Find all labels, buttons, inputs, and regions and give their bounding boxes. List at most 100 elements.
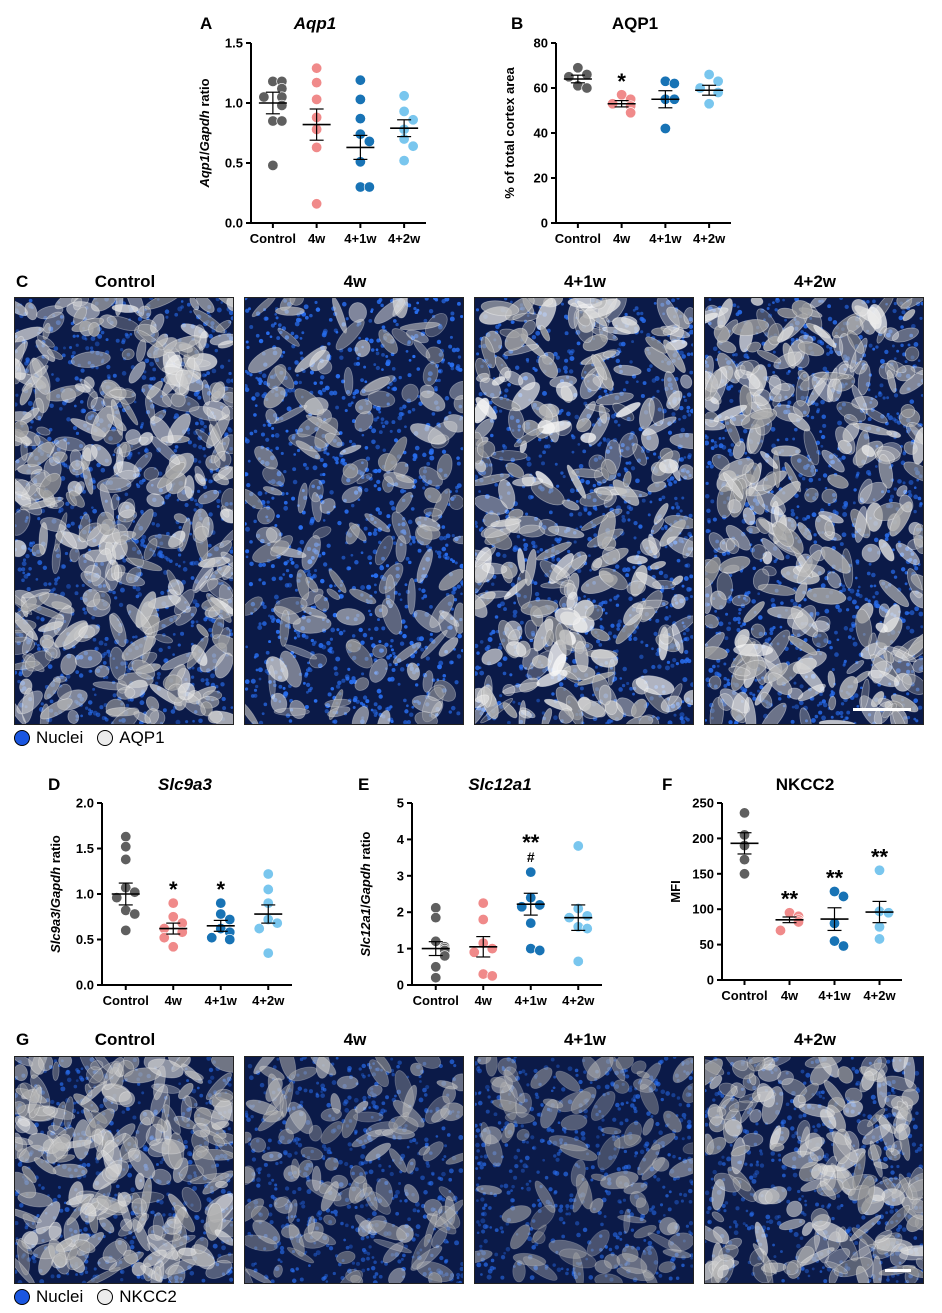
nucleus-speck bbox=[193, 430, 198, 436]
y-tick-label: 200 bbox=[692, 831, 714, 846]
tubule-shape bbox=[198, 489, 220, 505]
tubule-shape bbox=[164, 354, 183, 375]
nucleus-speck bbox=[532, 366, 536, 371]
tubule-shape bbox=[531, 654, 550, 669]
nucleus-speck bbox=[909, 628, 915, 634]
tubule-shape bbox=[104, 559, 120, 591]
nucleus-speck bbox=[388, 663, 392, 667]
nucleus-speck bbox=[85, 346, 90, 351]
nucleus-speck bbox=[264, 316, 269, 321]
nucleus-speck bbox=[54, 439, 60, 445]
tubule-shape bbox=[559, 579, 575, 596]
tubule-shape bbox=[354, 677, 370, 691]
nucleus-speck bbox=[51, 518, 57, 524]
nucleus-speck bbox=[360, 640, 365, 645]
nucleus-speck bbox=[104, 636, 109, 641]
tubule-shape bbox=[58, 523, 78, 548]
nucleus-speck bbox=[294, 334, 299, 340]
nucleus-speck bbox=[292, 434, 296, 438]
nucleus-speck bbox=[678, 417, 681, 421]
tubule-shape bbox=[27, 441, 55, 467]
nucleus-speck bbox=[388, 603, 393, 609]
nucleus-speck bbox=[385, 355, 389, 358]
nucleus-speck bbox=[653, 301, 657, 305]
nucleus-speck bbox=[445, 533, 451, 539]
nucleus-speck bbox=[401, 522, 406, 527]
tubule-shape bbox=[292, 615, 332, 634]
nucleus-speck bbox=[686, 331, 691, 337]
nucleus-speck bbox=[846, 608, 850, 612]
nucleus-speck bbox=[132, 585, 137, 590]
nucleus-speck bbox=[122, 558, 127, 563]
nucleus-speck bbox=[290, 331, 295, 336]
nucleus-speck bbox=[371, 439, 376, 445]
nucleus-speck bbox=[668, 481, 673, 487]
nucleus-speck bbox=[409, 712, 414, 717]
nucleus-speck bbox=[491, 629, 496, 635]
tubule-shape bbox=[265, 408, 278, 425]
tubule-shape bbox=[146, 380, 163, 400]
tubule-shape bbox=[15, 411, 32, 422]
nucleus-speck bbox=[288, 719, 293, 723]
nucleus-speck bbox=[431, 314, 436, 319]
nucleus-speck bbox=[685, 657, 690, 662]
tubule-shape bbox=[520, 599, 559, 616]
tubule-shape bbox=[590, 298, 607, 310]
nucleus-speck bbox=[140, 542, 145, 547]
nucleus-speck bbox=[862, 353, 867, 358]
nucleus-speck bbox=[495, 552, 501, 557]
nucleus-speck bbox=[271, 434, 275, 438]
nucleus-speck bbox=[733, 544, 737, 548]
tubule-shape bbox=[658, 458, 679, 474]
nucleus-speck bbox=[655, 618, 660, 623]
tubule-shape bbox=[84, 564, 102, 582]
nucleus-speck bbox=[197, 435, 203, 441]
nucleus-speck bbox=[835, 710, 841, 716]
nucleus-speck bbox=[497, 645, 503, 651]
nucleus-speck bbox=[625, 446, 630, 451]
nucleus-speck bbox=[504, 388, 509, 393]
tubule-shape bbox=[69, 460, 85, 476]
nucleus-speck bbox=[385, 600, 391, 605]
nucleus-speck bbox=[292, 479, 298, 485]
nucleus-speck bbox=[793, 427, 798, 432]
tubule-shape bbox=[541, 708, 553, 724]
nucleus-speck bbox=[614, 564, 620, 569]
nucleus-speck bbox=[330, 627, 336, 633]
y-tick-label: 5 bbox=[397, 796, 404, 811]
nucleus-speck bbox=[33, 642, 38, 646]
tubule-shape bbox=[475, 546, 496, 568]
nucleus-speck bbox=[815, 611, 820, 616]
nucleus-speck bbox=[364, 445, 369, 450]
nucleus-speck bbox=[476, 651, 480, 655]
nucleus-speck bbox=[627, 461, 632, 465]
nucleus-speck bbox=[126, 455, 132, 460]
data-point bbox=[215, 908, 227, 920]
nucleus-speck bbox=[389, 429, 393, 433]
tubule-shape bbox=[43, 677, 61, 700]
tubule-shape bbox=[226, 298, 233, 312]
nucleus-speck bbox=[479, 670, 485, 676]
nucleus-speck bbox=[63, 437, 68, 442]
nucleus-speck bbox=[631, 340, 635, 344]
nucleus-speck bbox=[397, 415, 403, 421]
nucleus-speck bbox=[726, 681, 731, 687]
nucleus-speck bbox=[368, 609, 371, 613]
nucleus-speck bbox=[551, 692, 555, 696]
nucleus-speck bbox=[36, 643, 40, 647]
tubule-shape bbox=[311, 491, 322, 523]
image-label-4plus2w: 4+2w bbox=[793, 272, 837, 291]
nucleus-speck bbox=[917, 496, 922, 501]
nucleus-speck bbox=[149, 548, 153, 552]
nucleus-speck bbox=[261, 373, 267, 378]
nucleus-speck bbox=[373, 528, 378, 532]
nucleus-speck bbox=[807, 458, 812, 462]
nucleus-speck bbox=[37, 415, 42, 420]
nucleus-speck bbox=[450, 616, 454, 621]
nucleus-speck bbox=[324, 709, 329, 714]
nucleus-speck bbox=[189, 561, 194, 566]
nucleus-speck bbox=[843, 367, 847, 371]
nucleus-speck bbox=[352, 706, 356, 709]
nucleus-speck bbox=[731, 690, 737, 696]
nucleus-speck bbox=[400, 488, 405, 494]
